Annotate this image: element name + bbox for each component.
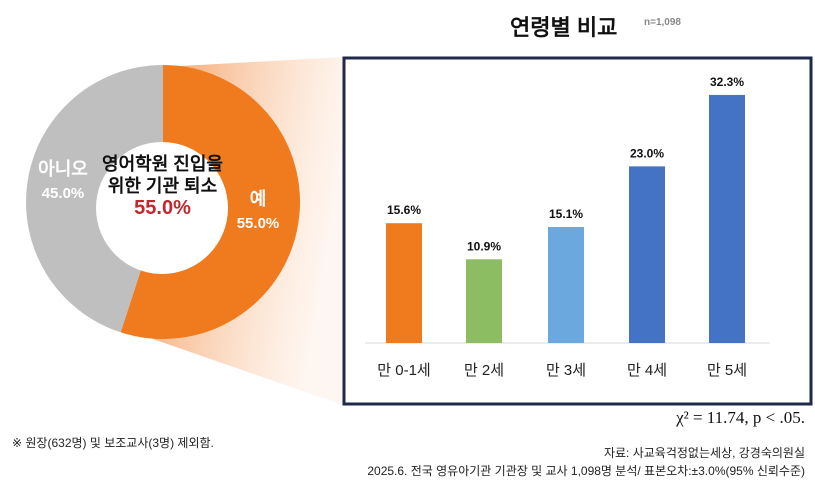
center-label-text: 영어학원 진입을 위한 기관 퇴소 <box>102 154 223 196</box>
x-tick-label: 만 3세 <box>546 362 586 379</box>
bar-value-label: 32.3% <box>710 75 744 89</box>
slice-name: 아니오 <box>38 159 88 179</box>
sample-size: n=1,098 <box>644 17 681 28</box>
slice-value: 55.0% <box>236 215 280 232</box>
source-line: 2025.6. 전국 영유아기관 기관장 및 교사 1,098명 분석/ 표본오… <box>367 464 805 478</box>
slice-name: 예 <box>249 189 267 209</box>
bar-value-label: 23.0% <box>630 146 664 160</box>
bar <box>629 166 665 343</box>
center-value: 55.0% <box>134 197 191 219</box>
slice-label-no: 아니오 45.0% <box>28 155 98 202</box>
chi-square-stat: χ² = 11.74, p < .05. <box>676 408 805 427</box>
source: 자료: 사교육걱정없는세상, 강경숙의원실 2025.6. 전국 영유아기관 기… <box>367 444 805 480</box>
donut-slice-1 <box>26 65 163 333</box>
chart-title: 연령별 비교 <box>510 15 618 40</box>
bar-value-label: 10.9% <box>467 239 501 253</box>
donut-center-label: 영어학원 진입을 위한 기관 퇴소 55.0% <box>95 153 230 219</box>
bar <box>466 259 502 343</box>
x-tick-label: 만 4세 <box>627 362 667 379</box>
bar-value-label: 15.1% <box>549 207 583 221</box>
x-tick-label: 만 5세 <box>707 362 747 379</box>
donut-hole <box>96 142 228 274</box>
source-line: 자료: 사교육걱정없는세상, 강경숙의원실 <box>603 446 805 460</box>
bar <box>386 223 422 343</box>
slice-value: 45.0% <box>41 185 85 202</box>
footnote: ※ 원장(632명) 및 보조교사(3명) 제외함. <box>12 436 214 450</box>
x-tick-label: 만 2세 <box>464 362 504 379</box>
bar-value-label: 15.6% <box>387 203 421 217</box>
bar <box>709 94 745 343</box>
bar <box>548 227 584 343</box>
slice-label-yes: 예 55.0% <box>228 185 288 232</box>
x-tick-label: 만 0-1세 <box>377 362 430 379</box>
